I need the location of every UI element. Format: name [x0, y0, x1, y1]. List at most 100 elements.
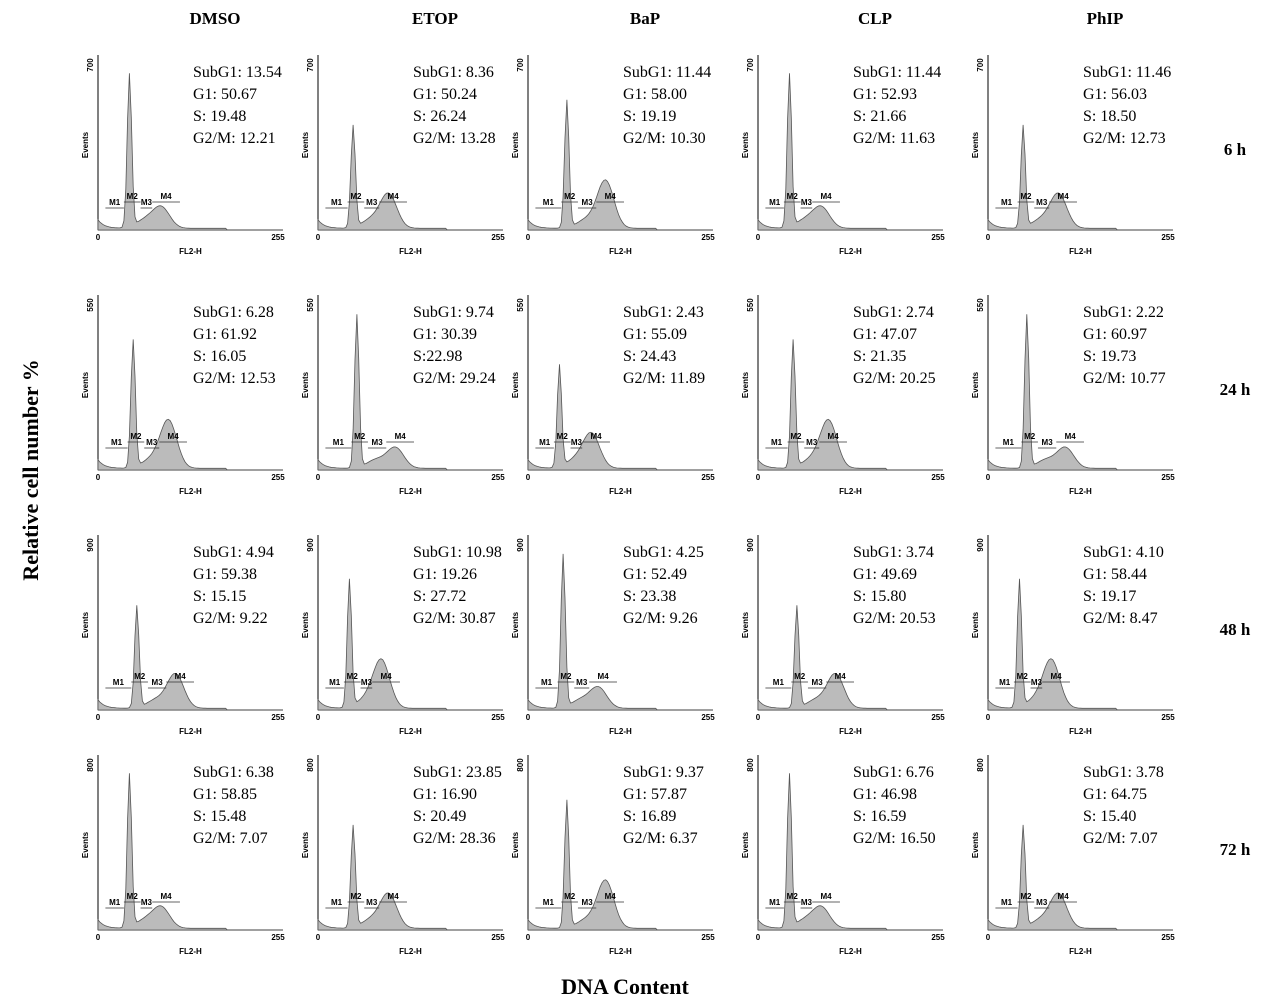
- histogram: [317, 824, 503, 931]
- panel-x-max: 255: [1161, 473, 1175, 482]
- y-label: Relative cell number %: [18, 359, 43, 580]
- marker-label: M2: [560, 672, 572, 681]
- column-header: PhIP: [1087, 9, 1124, 28]
- phase-value: G2/M: 11.89: [623, 370, 705, 387]
- marker-label: M3: [146, 438, 158, 447]
- panel-y-label: Events: [741, 131, 750, 158]
- phase-value: S: 18.50: [1083, 108, 1136, 125]
- phase-value: G2/M: 9.22: [193, 610, 268, 627]
- phase-value: S: 20.49: [413, 808, 466, 825]
- panel-x-label: FL2-H: [839, 727, 862, 736]
- phase-value: G2/M: 11.63: [853, 130, 935, 147]
- marker-label: M2: [354, 432, 366, 441]
- histogram: [527, 364, 713, 471]
- marker-label: M1: [1001, 198, 1013, 207]
- marker-label: M3: [366, 198, 378, 207]
- phase-value: G2/M: 7.07: [193, 830, 268, 847]
- histogram: [317, 578, 503, 711]
- marker-label: M4: [591, 432, 603, 441]
- phase-value: G2/M: 20.25: [853, 370, 936, 387]
- panel-x-min: 0: [756, 233, 761, 242]
- phase-value: G1: 55.09: [623, 326, 687, 343]
- panel-x-min: 0: [526, 713, 531, 722]
- marker-label: M1: [539, 438, 551, 447]
- panel-x-max: 255: [701, 233, 715, 242]
- histogram: [527, 799, 713, 931]
- phase-value: G2/M: 10.77: [1083, 370, 1166, 387]
- phase-value: G1: 58.85: [193, 786, 257, 803]
- phase-value: G2/M: 29.24: [413, 370, 496, 387]
- panel-y-max: 550: [746, 298, 755, 312]
- marker-label: M4: [1058, 892, 1070, 901]
- histogram: [757, 605, 943, 711]
- marker-label: M4: [605, 192, 617, 201]
- panel-x-label: FL2-H: [399, 727, 422, 736]
- panel-x-min: 0: [756, 473, 761, 482]
- phase-value: S: 26.24: [413, 108, 466, 125]
- phase-value: G1: 47.07: [853, 326, 917, 343]
- phase-value: SubG1: 4.25: [623, 544, 704, 561]
- marker-label: M1: [999, 678, 1011, 687]
- marker-label: M2: [557, 432, 569, 441]
- marker-label: M3: [582, 898, 594, 907]
- panel-y-label: Events: [741, 831, 750, 858]
- phase-value: SubG1: 4.94: [193, 544, 274, 561]
- marker-label: M2: [134, 672, 146, 681]
- panel-x-max: 255: [1161, 713, 1175, 722]
- panel-y-label: Events: [301, 131, 310, 158]
- panel-x-max: 255: [931, 713, 945, 722]
- marker-label: M2: [1020, 892, 1032, 901]
- column-header: ETOP: [412, 9, 458, 28]
- marker-label: M3: [801, 898, 813, 907]
- panel-y-label: Events: [81, 611, 90, 638]
- marker-label: M1: [333, 438, 345, 447]
- phase-value: G2/M: 20.53: [853, 610, 936, 627]
- panel-x-max: 255: [701, 713, 715, 722]
- phase-value: S: 15.48: [193, 808, 246, 825]
- marker-label: M3: [1036, 898, 1048, 907]
- panel-y-label: Events: [511, 611, 520, 638]
- marker-label: M3: [1042, 438, 1054, 447]
- panel-y-max: 550: [306, 298, 315, 312]
- marker-label: M3: [1031, 678, 1043, 687]
- histogram: [97, 73, 283, 231]
- marker-label: M4: [598, 672, 610, 681]
- marker-label: M2: [787, 192, 799, 201]
- marker-label: M4: [388, 892, 400, 901]
- panel-x-label: FL2-H: [179, 247, 202, 256]
- phase-value: G1: 60.97: [1083, 326, 1147, 343]
- phase-value: G1: 16.90: [413, 786, 477, 803]
- histogram: [987, 124, 1173, 231]
- panel-x-label: FL2-H: [179, 727, 202, 736]
- panel-y-max: 700: [516, 58, 525, 72]
- phase-value: SubG1: 2.22: [1083, 304, 1164, 321]
- panel-x-max: 255: [271, 233, 285, 242]
- panel-y-label: Events: [971, 371, 980, 398]
- panel-x-label: FL2-H: [399, 247, 422, 256]
- panel-y-label: Events: [301, 371, 310, 398]
- marker-label: M1: [771, 438, 783, 447]
- histogram: [97, 339, 283, 471]
- marker-label: M2: [347, 672, 359, 681]
- panel-y-label: Events: [301, 611, 310, 638]
- column-header: BaP: [630, 9, 660, 28]
- panel-y-max: 900: [746, 538, 755, 552]
- row-header: 72 h: [1220, 840, 1251, 859]
- phase-value: SubG1: 6.38: [193, 764, 274, 781]
- phase-value: SubG1: 3.74: [853, 544, 934, 561]
- phase-value: SubG1: 4.10: [1083, 544, 1164, 561]
- phase-value: S: 19.17: [1083, 588, 1136, 605]
- panel-x-label: FL2-H: [609, 727, 632, 736]
- histogram: [97, 605, 283, 711]
- marker-label: M1: [543, 198, 555, 207]
- marker-label: M1: [541, 678, 553, 687]
- panel-x-min: 0: [316, 233, 321, 242]
- histogram: [757, 339, 943, 471]
- phase-value: SubG1: 13.54: [193, 64, 282, 81]
- panel-x-max: 255: [271, 473, 285, 482]
- panel-x-label: FL2-H: [1069, 947, 1092, 956]
- panel-x-max: 255: [491, 473, 505, 482]
- histogram: [987, 314, 1173, 471]
- histogram: [97, 773, 283, 931]
